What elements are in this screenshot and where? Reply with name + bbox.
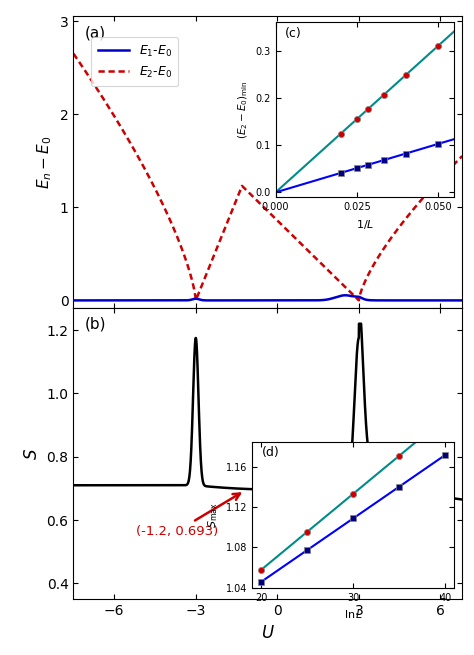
- $E_2$-$E_0$: [361, 281, 366, 289]
- $E_1$-$E_0$: [459, 297, 465, 305]
- Text: (a): (a): [85, 25, 106, 40]
- $E_1$-$E_0$: [141, 297, 147, 305]
- Line: $E_1$-$E_0$: $E_1$-$E_0$: [73, 295, 462, 301]
- $E_2$-$E_0$: [71, 50, 76, 58]
- Text: (b): (b): [85, 316, 107, 331]
- Legend: $E_1$-$E_0$, $E_2$-$E_0$: $E_1$-$E_0$, $E_2$-$E_0$: [91, 37, 178, 86]
- $E_1$-$E_0$: [323, 296, 329, 304]
- $E_2$-$E_0$: [356, 297, 362, 305]
- $E_2$-$E_0$: [390, 231, 396, 239]
- Line: $E_2$-$E_0$: $E_2$-$E_0$: [73, 54, 462, 301]
- $E_1$-$E_0$: [390, 297, 396, 305]
- $E_2$-$E_0$: [459, 152, 465, 160]
- $E_2$-$E_0$: [323, 265, 329, 272]
- Y-axis label: $E_n - E_0$: $E_n - E_0$: [36, 136, 54, 189]
- X-axis label: $U$: $U$: [261, 624, 275, 642]
- $E_2$-$E_0$: [304, 245, 310, 253]
- $E_1$-$E_0$: [304, 297, 310, 305]
- $E_1$-$E_0$: [71, 297, 76, 305]
- Text: (-1.2, 0.693): (-1.2, 0.693): [136, 493, 240, 538]
- $E_1$-$E_0$: [342, 291, 348, 299]
- $E_2$-$E_0$: [219, 231, 225, 239]
- Y-axis label: $S$: $S$: [23, 447, 41, 460]
- $E_2$-$E_0$: [141, 164, 147, 172]
- $E_1$-$E_0$: [219, 297, 225, 305]
- $E_1$-$E_0$: [361, 295, 366, 303]
